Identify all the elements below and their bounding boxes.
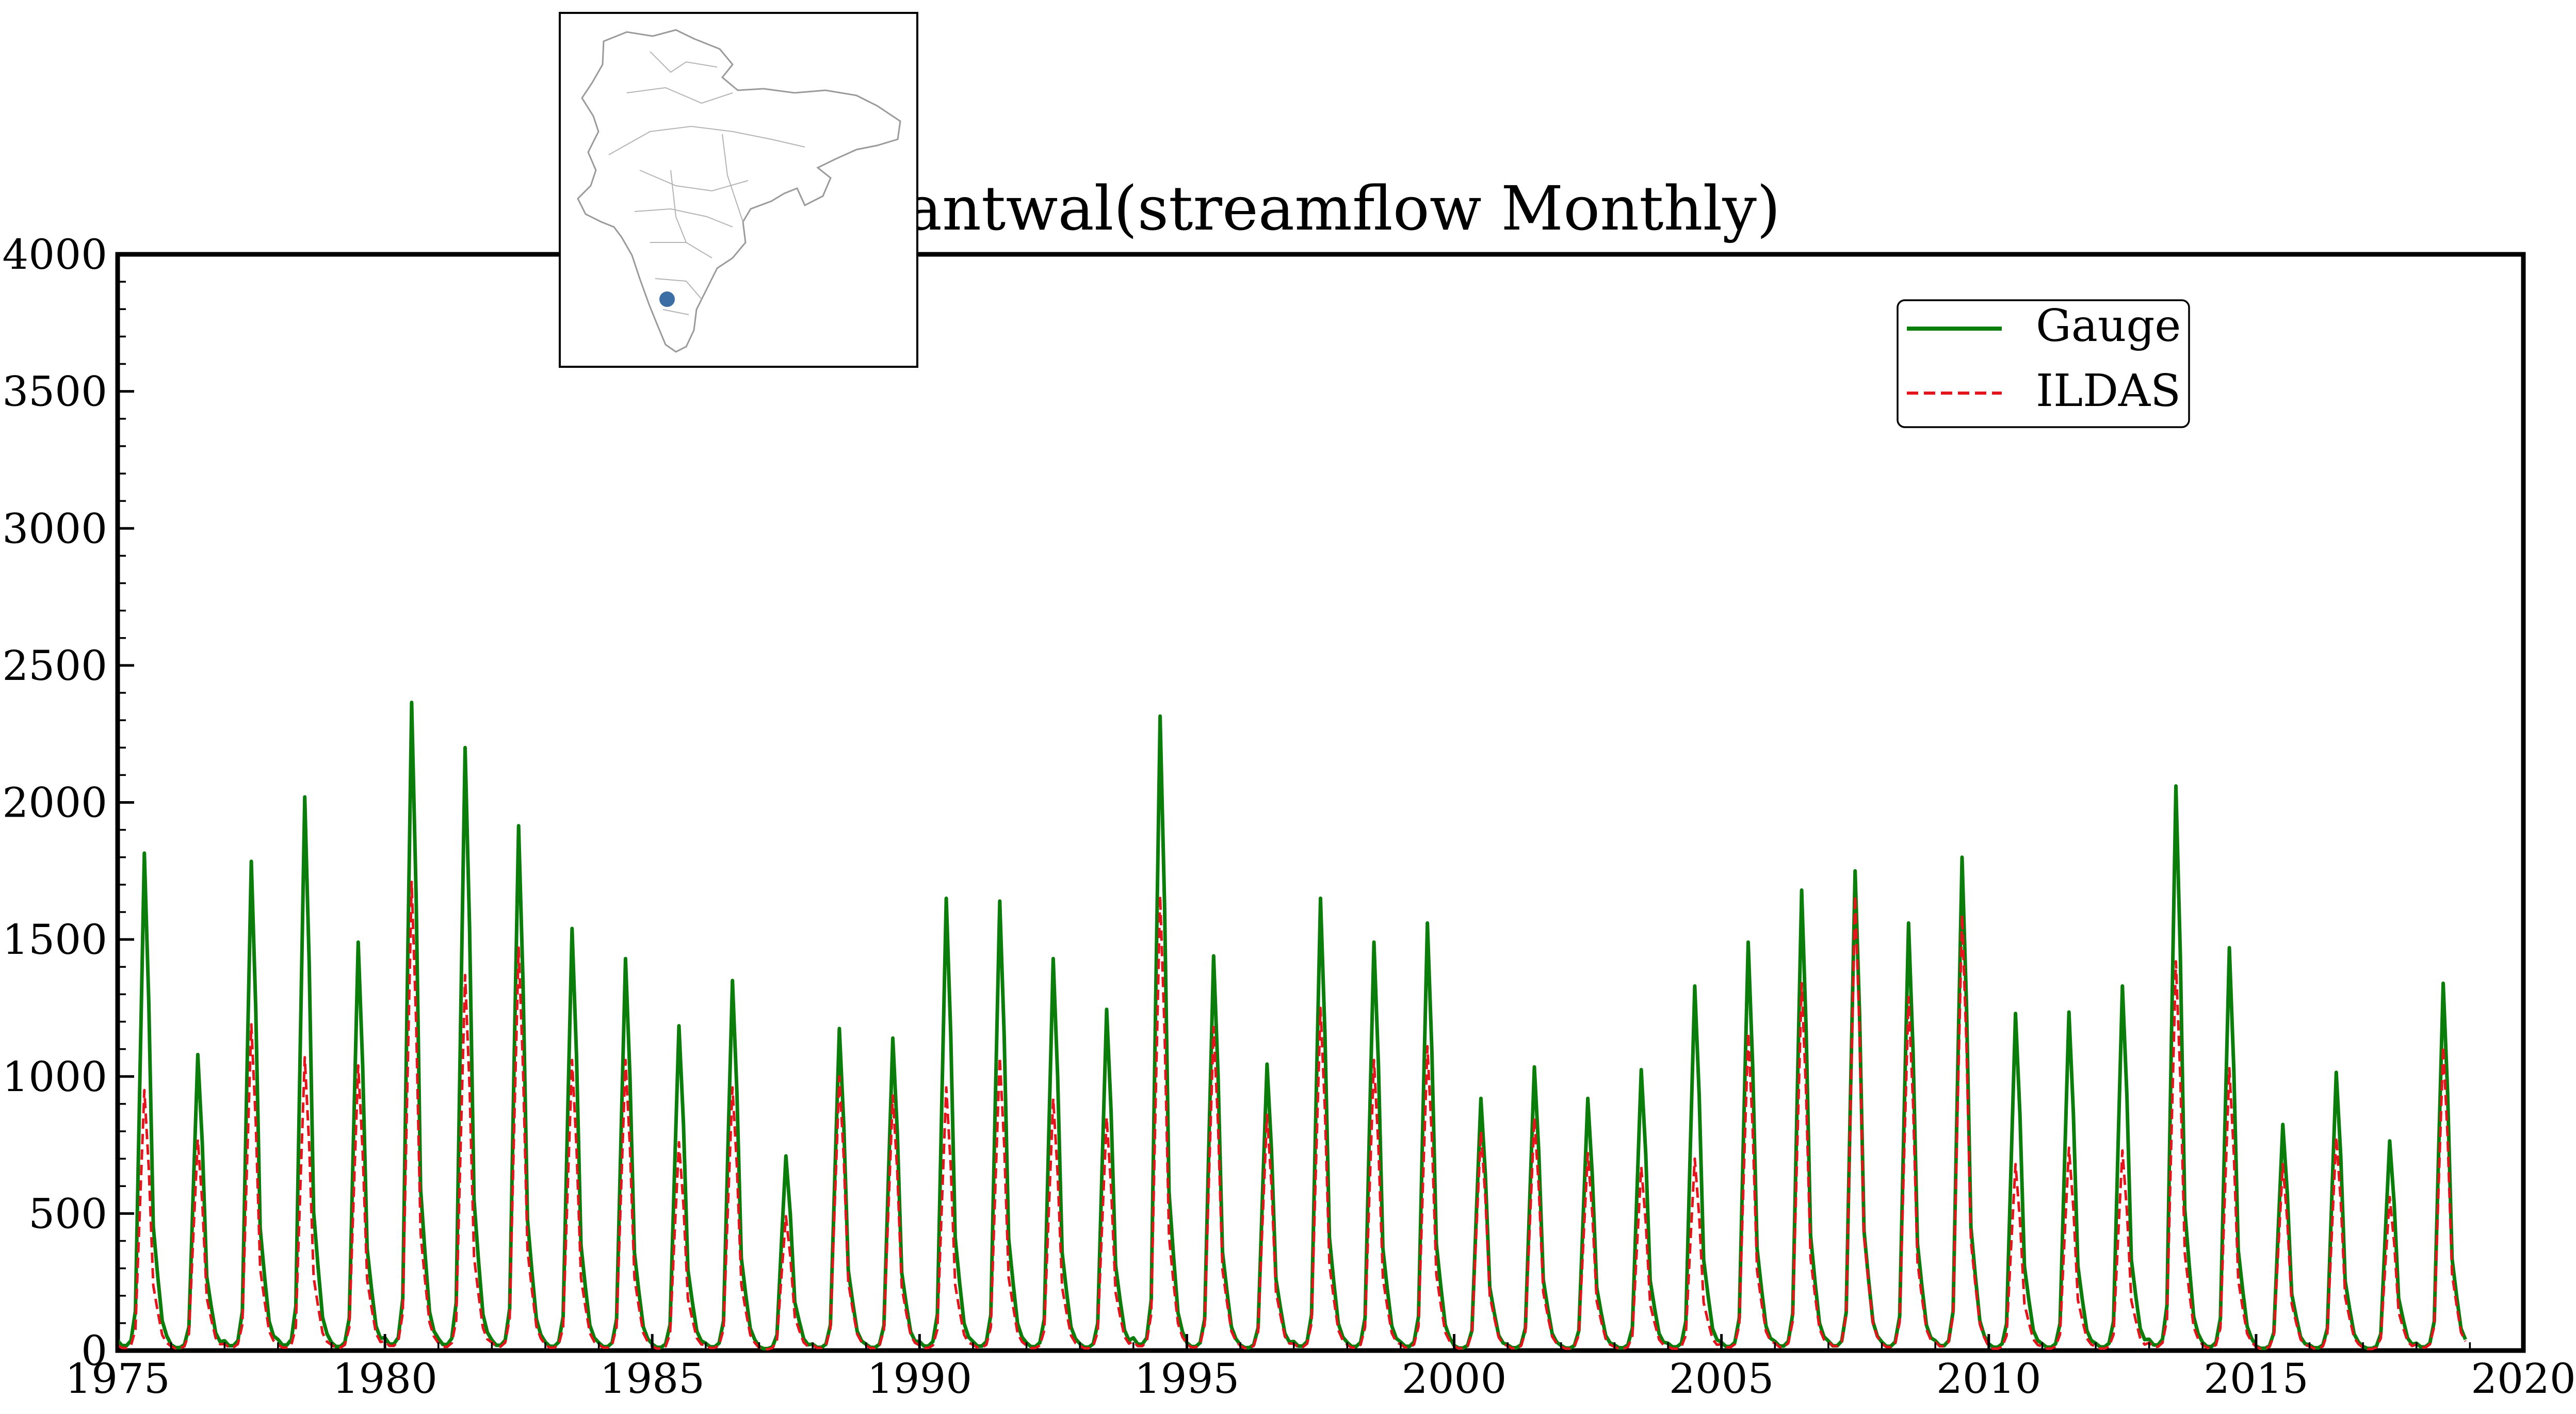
gauge-station-marker xyxy=(659,291,675,307)
chart-title: Bantwal(streamflow Monthly) xyxy=(861,173,1780,244)
axes-layer: 1975 1980 1985 1990 1995 2000 2005 2010 2015 2020… xyxy=(2,231,2575,1403)
legend-gauge-label: Gauge xyxy=(2036,300,2181,352)
x-tick-label: 2010 xyxy=(1936,1355,2042,1403)
x-tick-label: 2020 xyxy=(2471,1355,2576,1403)
x-tick-label: 1995 xyxy=(1135,1355,1240,1403)
x-tick-label: 1980 xyxy=(332,1355,438,1403)
y-tick-label: 3000 xyxy=(2,505,107,552)
x-tick-label: 1975 xyxy=(65,1355,170,1403)
state-boundaries xyxy=(608,51,805,315)
y-tick-label: 4000 xyxy=(2,231,107,279)
legend-ildas-label: ILDAS xyxy=(2036,365,2181,417)
y-tick-label: 0 xyxy=(81,1327,107,1375)
y-tick-label: 2500 xyxy=(2,642,107,690)
x-tick-label: 2015 xyxy=(2204,1355,2309,1403)
inset-locator-map xyxy=(559,12,918,368)
series-layer xyxy=(116,701,2467,1351)
y-tick-label: 2000 xyxy=(2,779,107,827)
y-tick-label: 3500 xyxy=(2,368,107,416)
y-tick-label: 1500 xyxy=(2,916,107,964)
y-tick-label: 500 xyxy=(28,1190,107,1238)
series-line-gauge xyxy=(116,701,2467,1351)
x-tick-label: 1990 xyxy=(867,1355,973,1403)
y-tick-label: 1000 xyxy=(2,1053,107,1101)
legend: Gauge ILDAS xyxy=(1897,299,2190,428)
legend-box xyxy=(1897,299,2190,428)
series-line-ildas xyxy=(117,881,2467,1351)
x-tick-label: 2000 xyxy=(1402,1355,1507,1403)
x-tick-label: 1985 xyxy=(600,1355,705,1403)
x-tick-label: 2005 xyxy=(1669,1355,1774,1403)
